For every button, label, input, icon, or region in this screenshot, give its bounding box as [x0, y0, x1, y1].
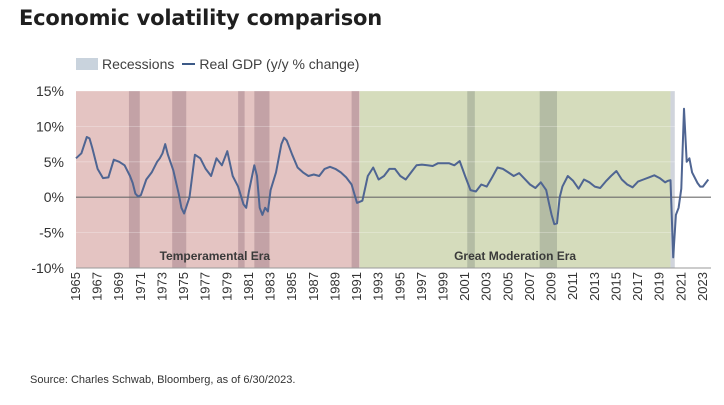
x-tick-label: 2017 [630, 272, 645, 301]
x-tick-label: 1987 [306, 272, 321, 301]
legend-label-gdp: Real GDP (y/y % change) [199, 56, 360, 72]
source-note: Source: Charles Schwab, Bloomberg, as of… [30, 374, 296, 386]
gdp-series-line [75, 107, 710, 259]
legend-item-gdp: Real GDP (y/y % change) [182, 56, 359, 72]
x-tick-label: 1973 [154, 272, 169, 301]
x-tick-label: 2009 [544, 272, 559, 301]
x-tick-label: 2015 [608, 272, 623, 301]
era-band-0 [76, 91, 360, 268]
chart-legend: Recessions Real GDP (y/y % change) [76, 56, 367, 72]
y-tick-label: 5% [44, 154, 64, 170]
x-tick-label: 1989 [327, 272, 342, 301]
x-tick-label: 2011 [565, 272, 580, 300]
x-tick-label: 1975 [176, 272, 191, 301]
x-tick-label: 1971 [133, 272, 148, 301]
era-label: Temperamental Era [160, 249, 271, 263]
x-tick-label: 2023 [695, 272, 710, 301]
recession-bar [351, 91, 360, 268]
era-band-1 [359, 91, 671, 268]
x-tick-label: 1999 [435, 272, 450, 301]
y-tick-label: 0% [44, 189, 64, 205]
recession-bar [467, 91, 475, 268]
recession-bar [670, 91, 675, 268]
x-tick-label: 2019 [652, 272, 667, 301]
recession-bar [254, 91, 270, 268]
x-tick-label: 1983 [263, 272, 278, 301]
x-tick-label: 2001 [457, 272, 472, 301]
x-tick-label: 2007 [522, 272, 537, 301]
recession-bar [539, 91, 557, 268]
x-tick-label: 1969 [111, 272, 126, 301]
chart-title: Economic volatility comparison [19, 6, 382, 30]
x-tick-label: 1985 [284, 272, 299, 301]
legend-label-recessions: Recessions [102, 56, 175, 72]
x-tick-label: 1995 [392, 272, 407, 301]
legend-item-recessions: Recessions [76, 56, 174, 72]
x-tick-label: 2021 [673, 272, 688, 301]
legend-swatch-recessions [76, 58, 98, 70]
x-tick-label: 1979 [219, 272, 234, 301]
x-tick-label: 1967 [90, 272, 105, 301]
recession-bar [128, 91, 140, 268]
recession-bar [172, 91, 187, 268]
y-tick-label: -5% [39, 225, 64, 241]
x-tick-label: 1993 [371, 272, 386, 301]
y-tick-label: -10% [31, 260, 64, 276]
recession-bar [238, 91, 245, 268]
x-tick-label: 1991 [349, 272, 364, 301]
era-label: Great Moderation Era [454, 249, 576, 263]
chart-plot: -10% -5% 0% 5% 10% 15% Temperamental Era Great … [31, 83, 711, 301]
x-tick-label: 1965 [68, 272, 83, 301]
x-tick-label: 1977 [198, 272, 213, 301]
legend-swatch-gdp [182, 63, 196, 65]
x-tick-label: 2003 [479, 272, 494, 301]
x-tick-label: 1981 [241, 272, 256, 301]
y-tick-label: 10% [36, 118, 64, 134]
x-tick-label: 2005 [500, 272, 515, 301]
y-tick-label: 15% [36, 83, 64, 99]
x-tick-label: 1997 [414, 272, 429, 301]
x-tick-label: 2013 [587, 272, 602, 301]
